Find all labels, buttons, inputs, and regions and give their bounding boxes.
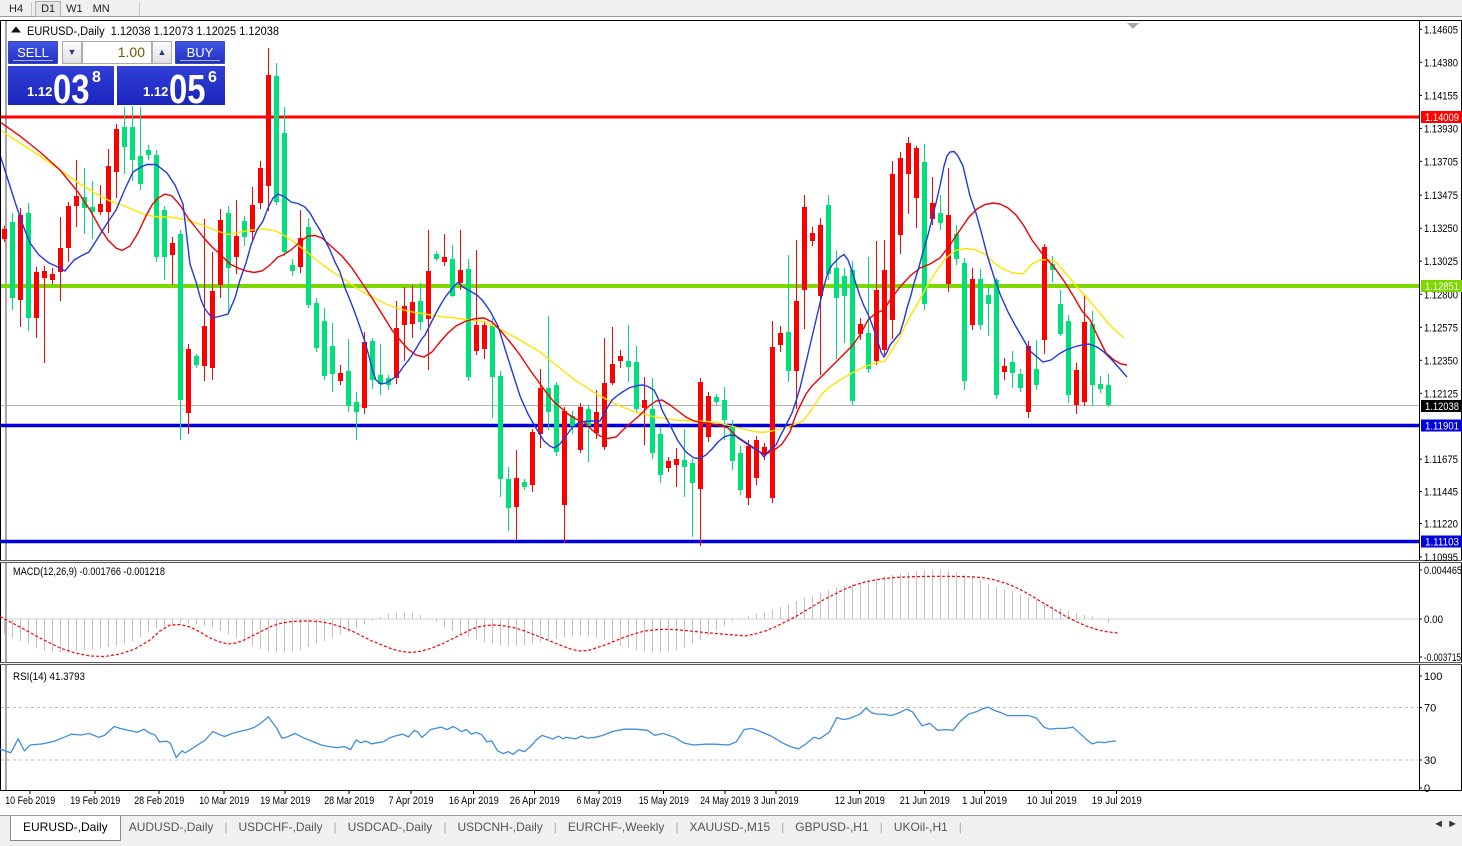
svg-text:1.13475: 1.13475 <box>1424 190 1458 202</box>
svg-text:6 May 2019: 6 May 2019 <box>577 795 622 807</box>
svg-text:19 Jul 2019: 19 Jul 2019 <box>1092 795 1142 807</box>
svg-text:1 Jul 2019: 1 Jul 2019 <box>962 795 1007 807</box>
svg-text:10 Mar 2019: 10 Mar 2019 <box>199 795 249 807</box>
svg-text:1.12575: 1.12575 <box>1424 322 1458 334</box>
svg-text:100: 100 <box>1424 671 1442 683</box>
svg-text:10 Feb 2019: 10 Feb 2019 <box>5 795 55 807</box>
svg-text:1.13705: 1.13705 <box>1424 156 1458 168</box>
svg-text:24 May 2019: 24 May 2019 <box>700 795 750 807</box>
svg-text:19 Feb 2019: 19 Feb 2019 <box>70 795 120 807</box>
svg-text:1.11103: 1.11103 <box>1425 537 1459 549</box>
svg-text:1.14155: 1.14155 <box>1424 90 1458 102</box>
svg-text:1.10995: 1.10995 <box>1424 552 1458 564</box>
svg-text:3 Jun 2019: 3 Jun 2019 <box>754 795 799 807</box>
svg-text:28 Mar 2019: 28 Mar 2019 <box>324 795 374 807</box>
svg-text:30: 30 <box>1424 755 1436 767</box>
svg-text:1.13025: 1.13025 <box>1424 256 1458 268</box>
svg-text:-0.003715: -0.003715 <box>1424 652 1461 664</box>
svg-text:28 Feb 2019: 28 Feb 2019 <box>134 795 184 807</box>
svg-text:1.11675: 1.11675 <box>1424 454 1458 466</box>
svg-text:1.11901: 1.11901 <box>1425 421 1459 433</box>
svg-text:0: 0 <box>1424 783 1430 795</box>
svg-text:1.13930: 1.13930 <box>1424 123 1458 135</box>
svg-text:7 Apr 2019: 7 Apr 2019 <box>389 795 434 807</box>
svg-text:10 Jul 2019: 10 Jul 2019 <box>1027 795 1077 807</box>
svg-text:1.12125: 1.12125 <box>1424 388 1458 400</box>
svg-text:1.14380: 1.14380 <box>1424 57 1458 69</box>
svg-text:1.13250: 1.13250 <box>1424 223 1458 235</box>
svg-text:0.00: 0.00 <box>1424 614 1443 626</box>
svg-text:1.14009: 1.14009 <box>1425 112 1459 124</box>
svg-text:1.11445: 1.11445 <box>1424 487 1458 499</box>
svg-text:16 Apr 2019: 16 Apr 2019 <box>449 795 499 807</box>
svg-text:1.11220: 1.11220 <box>1424 519 1458 531</box>
svg-text:70: 70 <box>1424 703 1436 715</box>
svg-text:1.12800: 1.12800 <box>1424 289 1458 301</box>
svg-text:EURUSD-,Daily 1.12038 1.12073: EURUSD-,Daily 1.12038 1.12073 1.12025 1.… <box>27 26 279 38</box>
svg-text:RSI(14) 41.3793: RSI(14) 41.3793 <box>13 671 85 683</box>
svg-text:15 May 2019: 15 May 2019 <box>639 795 689 807</box>
svg-text:1.14605: 1.14605 <box>1424 24 1458 36</box>
svg-text:1.12851: 1.12851 <box>1425 281 1459 293</box>
svg-text:21 Jun 2019: 21 Jun 2019 <box>900 795 950 807</box>
svg-text:1.12350: 1.12350 <box>1424 355 1458 367</box>
svg-text:12 Jun 2019: 12 Jun 2019 <box>835 795 885 807</box>
svg-text:19 Mar 2019: 19 Mar 2019 <box>260 795 310 807</box>
svg-text:1.12038: 1.12038 <box>1425 401 1459 413</box>
svg-text:0.004465: 0.004465 <box>1424 565 1462 577</box>
svg-text:MACD(12,26,9) -0.001766 -0.001: MACD(12,26,9) -0.001766 -0.001218 <box>13 566 165 578</box>
svg-text:26 Apr 2019: 26 Apr 2019 <box>510 795 560 807</box>
